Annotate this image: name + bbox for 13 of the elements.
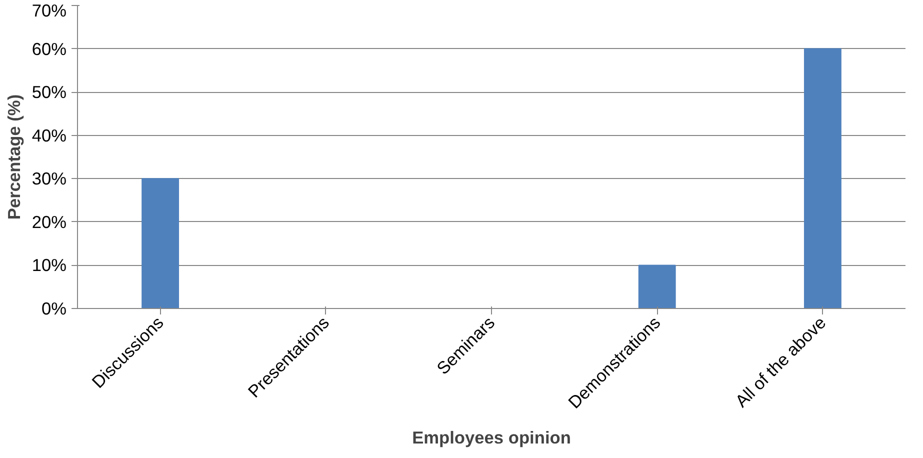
y-axis-title: Percentage (%) bbox=[4, 94, 24, 220]
y-tick-label: 20% bbox=[32, 212, 67, 232]
y-tick-label: 10% bbox=[32, 255, 67, 276]
bar bbox=[638, 264, 676, 308]
y-tick-label: 30% bbox=[32, 168, 67, 189]
bar bbox=[142, 178, 180, 308]
y-tick-label: 50% bbox=[32, 82, 67, 102]
y-tick-label: 40% bbox=[32, 125, 67, 146]
y-tick-label: 0% bbox=[41, 298, 66, 318]
y-tick-label: 60% bbox=[32, 38, 67, 59]
x-axis-title: Employees opinion bbox=[412, 427, 571, 448]
bar bbox=[804, 48, 842, 308]
y-tick-label: 70% bbox=[32, 0, 67, 20]
